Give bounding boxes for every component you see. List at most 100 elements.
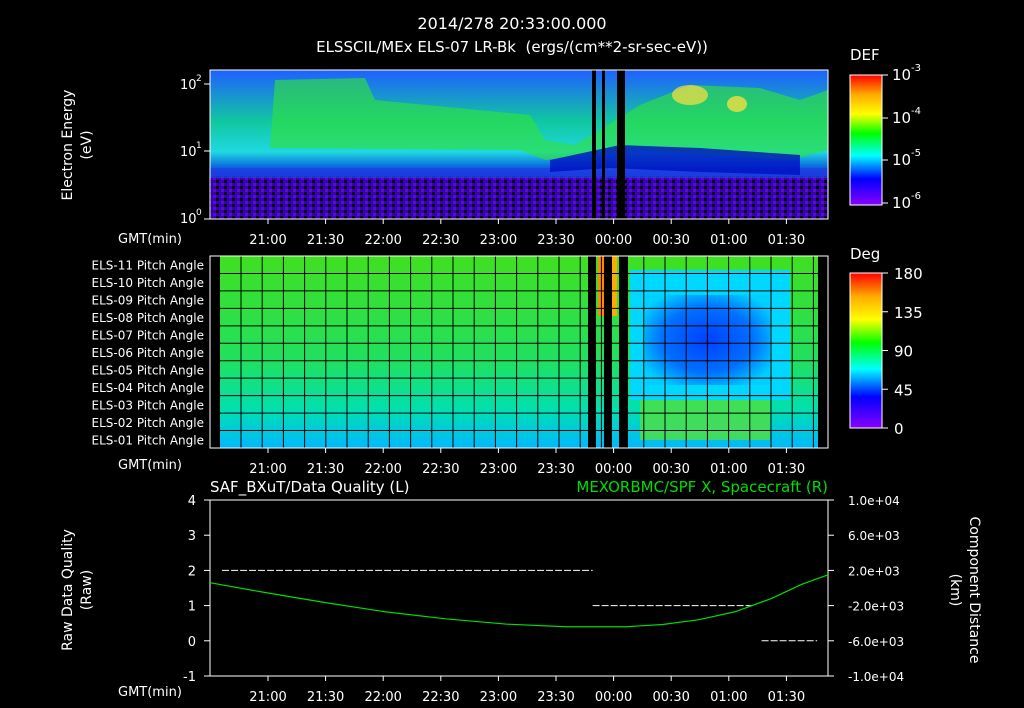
right-series-title: MEXORBMC/SPF X, Spacecraft (R) — [576, 478, 828, 496]
y-tick-exponent: 1 — [196, 141, 202, 151]
x-tick-label: 01:30 — [768, 233, 805, 248]
y-tick-label: 10 — [180, 78, 197, 93]
x-tick-label: 00:00 — [595, 233, 632, 248]
x-tick-label: 00:00 — [595, 462, 632, 477]
x-tick-label: 23:30 — [537, 690, 574, 705]
x-tick-label: 00:30 — [652, 462, 689, 477]
x-axis-label: GMT(min) — [118, 458, 182, 473]
colorbar-tick-label: 180 — [894, 265, 923, 283]
colorbar-tick-label: 10 — [892, 109, 911, 127]
pitch-row-label: ELS-01 Pitch Angle — [92, 433, 204, 447]
colorbar — [849, 272, 883, 429]
x-tick-label: 01:30 — [768, 462, 805, 477]
colorbar-tick-label: 0 — [894, 420, 904, 438]
spectrogram-frame — [209, 69, 829, 220]
y-tick-label: 0 — [188, 635, 196, 650]
left-y-axis-label-line: Raw Data Quality — [60, 529, 76, 651]
quality-and-distance: SAF_BXuT/Data Quality (L) MEXORBMC/SPF X… — [60, 478, 982, 705]
y-tick-label: 3 — [188, 529, 196, 544]
x-axis-label: GMT(min) — [118, 685, 182, 700]
data-gap — [617, 70, 625, 219]
right-y-axis-label-line: (km) — [947, 574, 963, 607]
x-tick-label: 01:30 — [768, 690, 805, 705]
y-tick-label: 2.0e+03 — [848, 564, 900, 578]
pitch-orange-stripe — [612, 256, 617, 316]
colorbar-tick-label: 45 — [894, 381, 913, 399]
spectrogram-yellow-spot — [672, 85, 708, 105]
left-y-axis-label-line: (Raw) — [79, 570, 95, 610]
y-tick-label: 4 — [188, 494, 196, 509]
right-y-axis-label-line: Component Distance — [966, 517, 982, 664]
y-axis-label-line: Electron Energy — [60, 90, 76, 201]
pitch-row-label: ELS-03 Pitch Angle — [92, 398, 204, 412]
y-tick-label: 1 — [188, 600, 196, 615]
spectrogram-yellow-spot — [727, 96, 747, 112]
pitch-gap — [604, 256, 612, 448]
pitch-row-label: ELS-02 Pitch Angle — [92, 416, 204, 430]
y-tick-label: 2 — [188, 564, 196, 579]
x-tick-label: 22:00 — [364, 462, 401, 477]
spectrogram-low-noise — [210, 176, 828, 219]
spacecraft-x-line — [209, 574, 829, 628]
series-lines — [209, 569, 829, 642]
x-tick-label: 22:30 — [422, 462, 459, 477]
colorbar-label: Deg — [850, 245, 880, 263]
colorbar-tick-label: 90 — [894, 343, 913, 361]
x-tick-label: 00:30 — [652, 233, 689, 248]
x-tick-label: 01:00 — [710, 690, 747, 705]
x-tick-label: 21:00 — [249, 462, 286, 477]
x-tick-label: 21:30 — [307, 690, 344, 705]
x-tick-label: 23:00 — [480, 233, 517, 248]
pitch-row-label: ELS-11 Pitch Angle — [92, 259, 204, 273]
x-tick-label: 21:30 — [307, 462, 344, 477]
pitch-row-label: ELS-08 Pitch Angle — [92, 311, 204, 325]
colorbar-ticks: 180 135 90 45 0 — [882, 265, 923, 438]
x-ticks: 21:00 21:30 22:00 22:30 23:00 23:30 00:00 00:30… — [249, 448, 805, 477]
y-tick-label: -1 — [183, 670, 196, 685]
x-tick-label: 22:30 — [422, 690, 459, 705]
left-y-ticks: 4 3 2 1 0 -1 — [183, 494, 210, 685]
y-tick-label: -6.0e+03 — [848, 635, 904, 649]
y-tick-label: 1.0e+04 — [848, 494, 900, 508]
left-series-title: SAF_BXuT/Data Quality (L) — [210, 478, 410, 497]
x-tick-label: 21:00 — [249, 690, 286, 705]
x-axis-label: GMT(min) — [118, 232, 182, 247]
chart-subtitle: ELSSCIL/MEx ELS-07 LR-Bk (ergs/(cm**2-sr… — [316, 38, 708, 56]
pitch-row-label: ELS-05 Pitch Angle — [92, 363, 204, 377]
y-tick-exponent: 2 — [196, 74, 202, 84]
pitch-row-label: ELS-07 Pitch Angle — [92, 329, 204, 343]
pitch-gap — [619, 256, 628, 448]
x-tick-label: 00:00 — [595, 690, 632, 705]
x-tick-label: 21:30 — [307, 233, 344, 248]
pitch-green-patch — [640, 400, 770, 440]
colorbar-ticks: 10-310-410-510-6 — [882, 63, 921, 212]
colorbar-tick-label: 10 — [892, 66, 911, 84]
y-tick-label: -2.0e+03 — [848, 600, 904, 614]
colorbar-tick-exponent: -4 — [911, 106, 921, 117]
colorbar-tick-exponent: -6 — [911, 191, 921, 202]
pitch-row-labels: ELS-11 Pitch Angle ELS-10 Pitch Angle ELS-… — [92, 259, 204, 448]
y-tick-label: 6.0e+03 — [848, 529, 900, 543]
pitch-gap — [588, 256, 596, 448]
x-tick-label: 01:00 — [710, 462, 747, 477]
pitch-frame — [209, 255, 829, 449]
colorbar-tick-label: 10 — [892, 151, 911, 169]
right-y-ticks: 1.0e+04 6.0e+03 2.0e+03 -2.0e+03 -6.0e+03 -1.… — [828, 494, 904, 684]
y-tick-label: 10 — [180, 145, 197, 160]
x-tick-label: 22:00 — [364, 233, 401, 248]
x-tick-label: 23:00 — [480, 462, 517, 477]
x-tick-label: 23:00 — [480, 690, 517, 705]
pitch-angle-panel: ELS-11 Pitch Angle ELS-10 Pitch Angle ELS-… — [92, 245, 923, 477]
pitch-right-strip — [818, 256, 828, 448]
line-plot-frame — [209, 499, 829, 677]
x-tick-label: 23:30 — [537, 233, 574, 248]
y-axis-label-line: (eV) — [79, 130, 95, 159]
x-tick-label: 22:00 — [364, 690, 401, 705]
colorbar-label: DEF — [850, 46, 880, 64]
right-y-axis-label: Component Distance(km) — [947, 517, 982, 664]
energy-spectrogram: 10 2 10 1 10 0 Electron Energy (eV) GMT(min)… — [60, 46, 921, 248]
y-tick-label: -1.0e+04 — [848, 670, 904, 684]
spectrogram-blue-band — [550, 145, 800, 175]
chart-title: 2014/278 20:33:00.000 — [417, 14, 606, 33]
pitch-grid — [210, 256, 828, 448]
